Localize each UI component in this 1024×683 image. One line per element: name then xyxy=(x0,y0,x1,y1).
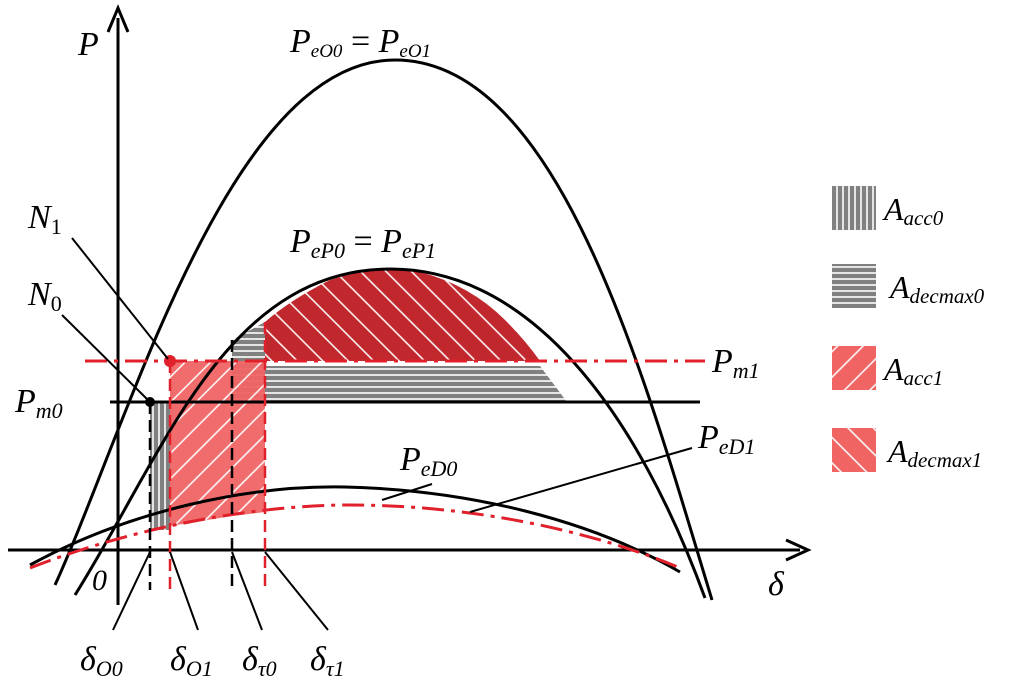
origin-label: 0 xyxy=(92,564,107,597)
leader-ped0 xyxy=(381,483,433,501)
label-pm0: Pm0 xyxy=(14,383,63,423)
leader-ped1 xyxy=(469,447,693,513)
curve-ped1 xyxy=(29,503,681,570)
legend-swatch-decmax1 xyxy=(832,428,876,472)
legend-label-decmax1: Adecmax1 xyxy=(886,433,982,472)
x-axis-arrow xyxy=(785,538,812,562)
leader-delta-t1 xyxy=(264,551,329,631)
leader-n0 xyxy=(61,314,149,401)
region-decmax1 xyxy=(265,269,540,361)
curve-peo xyxy=(53,58,714,601)
curve-pep xyxy=(73,267,707,599)
curve-ped0 xyxy=(29,485,681,574)
region-acc1 xyxy=(170,361,265,526)
leader-delta-o1 xyxy=(169,551,199,631)
label-ped0: PeD0 xyxy=(399,441,457,481)
legend-label-acc0: Aacc0 xyxy=(882,191,944,230)
legend-swatch-decmax0 xyxy=(832,264,876,308)
leader-n1 xyxy=(71,237,169,360)
legend-label-decmax0: Adecmax0 xyxy=(888,269,985,308)
label-pep: PeP0 = PeP1 xyxy=(289,223,436,263)
x-axis-label: δ xyxy=(768,566,785,603)
legend: Aacc0 Adecmax0 Aacc1 Adecmax1 xyxy=(832,186,985,472)
label-delta-t1: δτ1 xyxy=(310,641,345,681)
leader-delta-o0 xyxy=(112,551,151,631)
label-pm1: Pm1 xyxy=(711,343,760,383)
leader-delta-t0 xyxy=(231,551,263,631)
label-n1: N1 xyxy=(27,199,62,239)
legend-swatch-acc1 xyxy=(832,346,876,390)
label-ped1: PeD1 xyxy=(697,419,755,459)
legend-swatch-acc0 xyxy=(832,186,876,230)
label-n0: N0 xyxy=(27,276,62,316)
label-peo: PeO0 = PeO1 xyxy=(289,23,431,62)
y-axis-label: P xyxy=(77,26,99,63)
y-axis-arrow xyxy=(106,4,130,33)
label-delta-t0: δτ0 xyxy=(242,641,277,681)
region-acc0 xyxy=(150,402,170,530)
region-decmax0 xyxy=(232,322,567,402)
label-delta-o0: δO0 xyxy=(80,641,123,681)
label-delta-o1: δO1 xyxy=(170,641,213,681)
legend-label-acc1: Aacc1 xyxy=(882,351,943,390)
